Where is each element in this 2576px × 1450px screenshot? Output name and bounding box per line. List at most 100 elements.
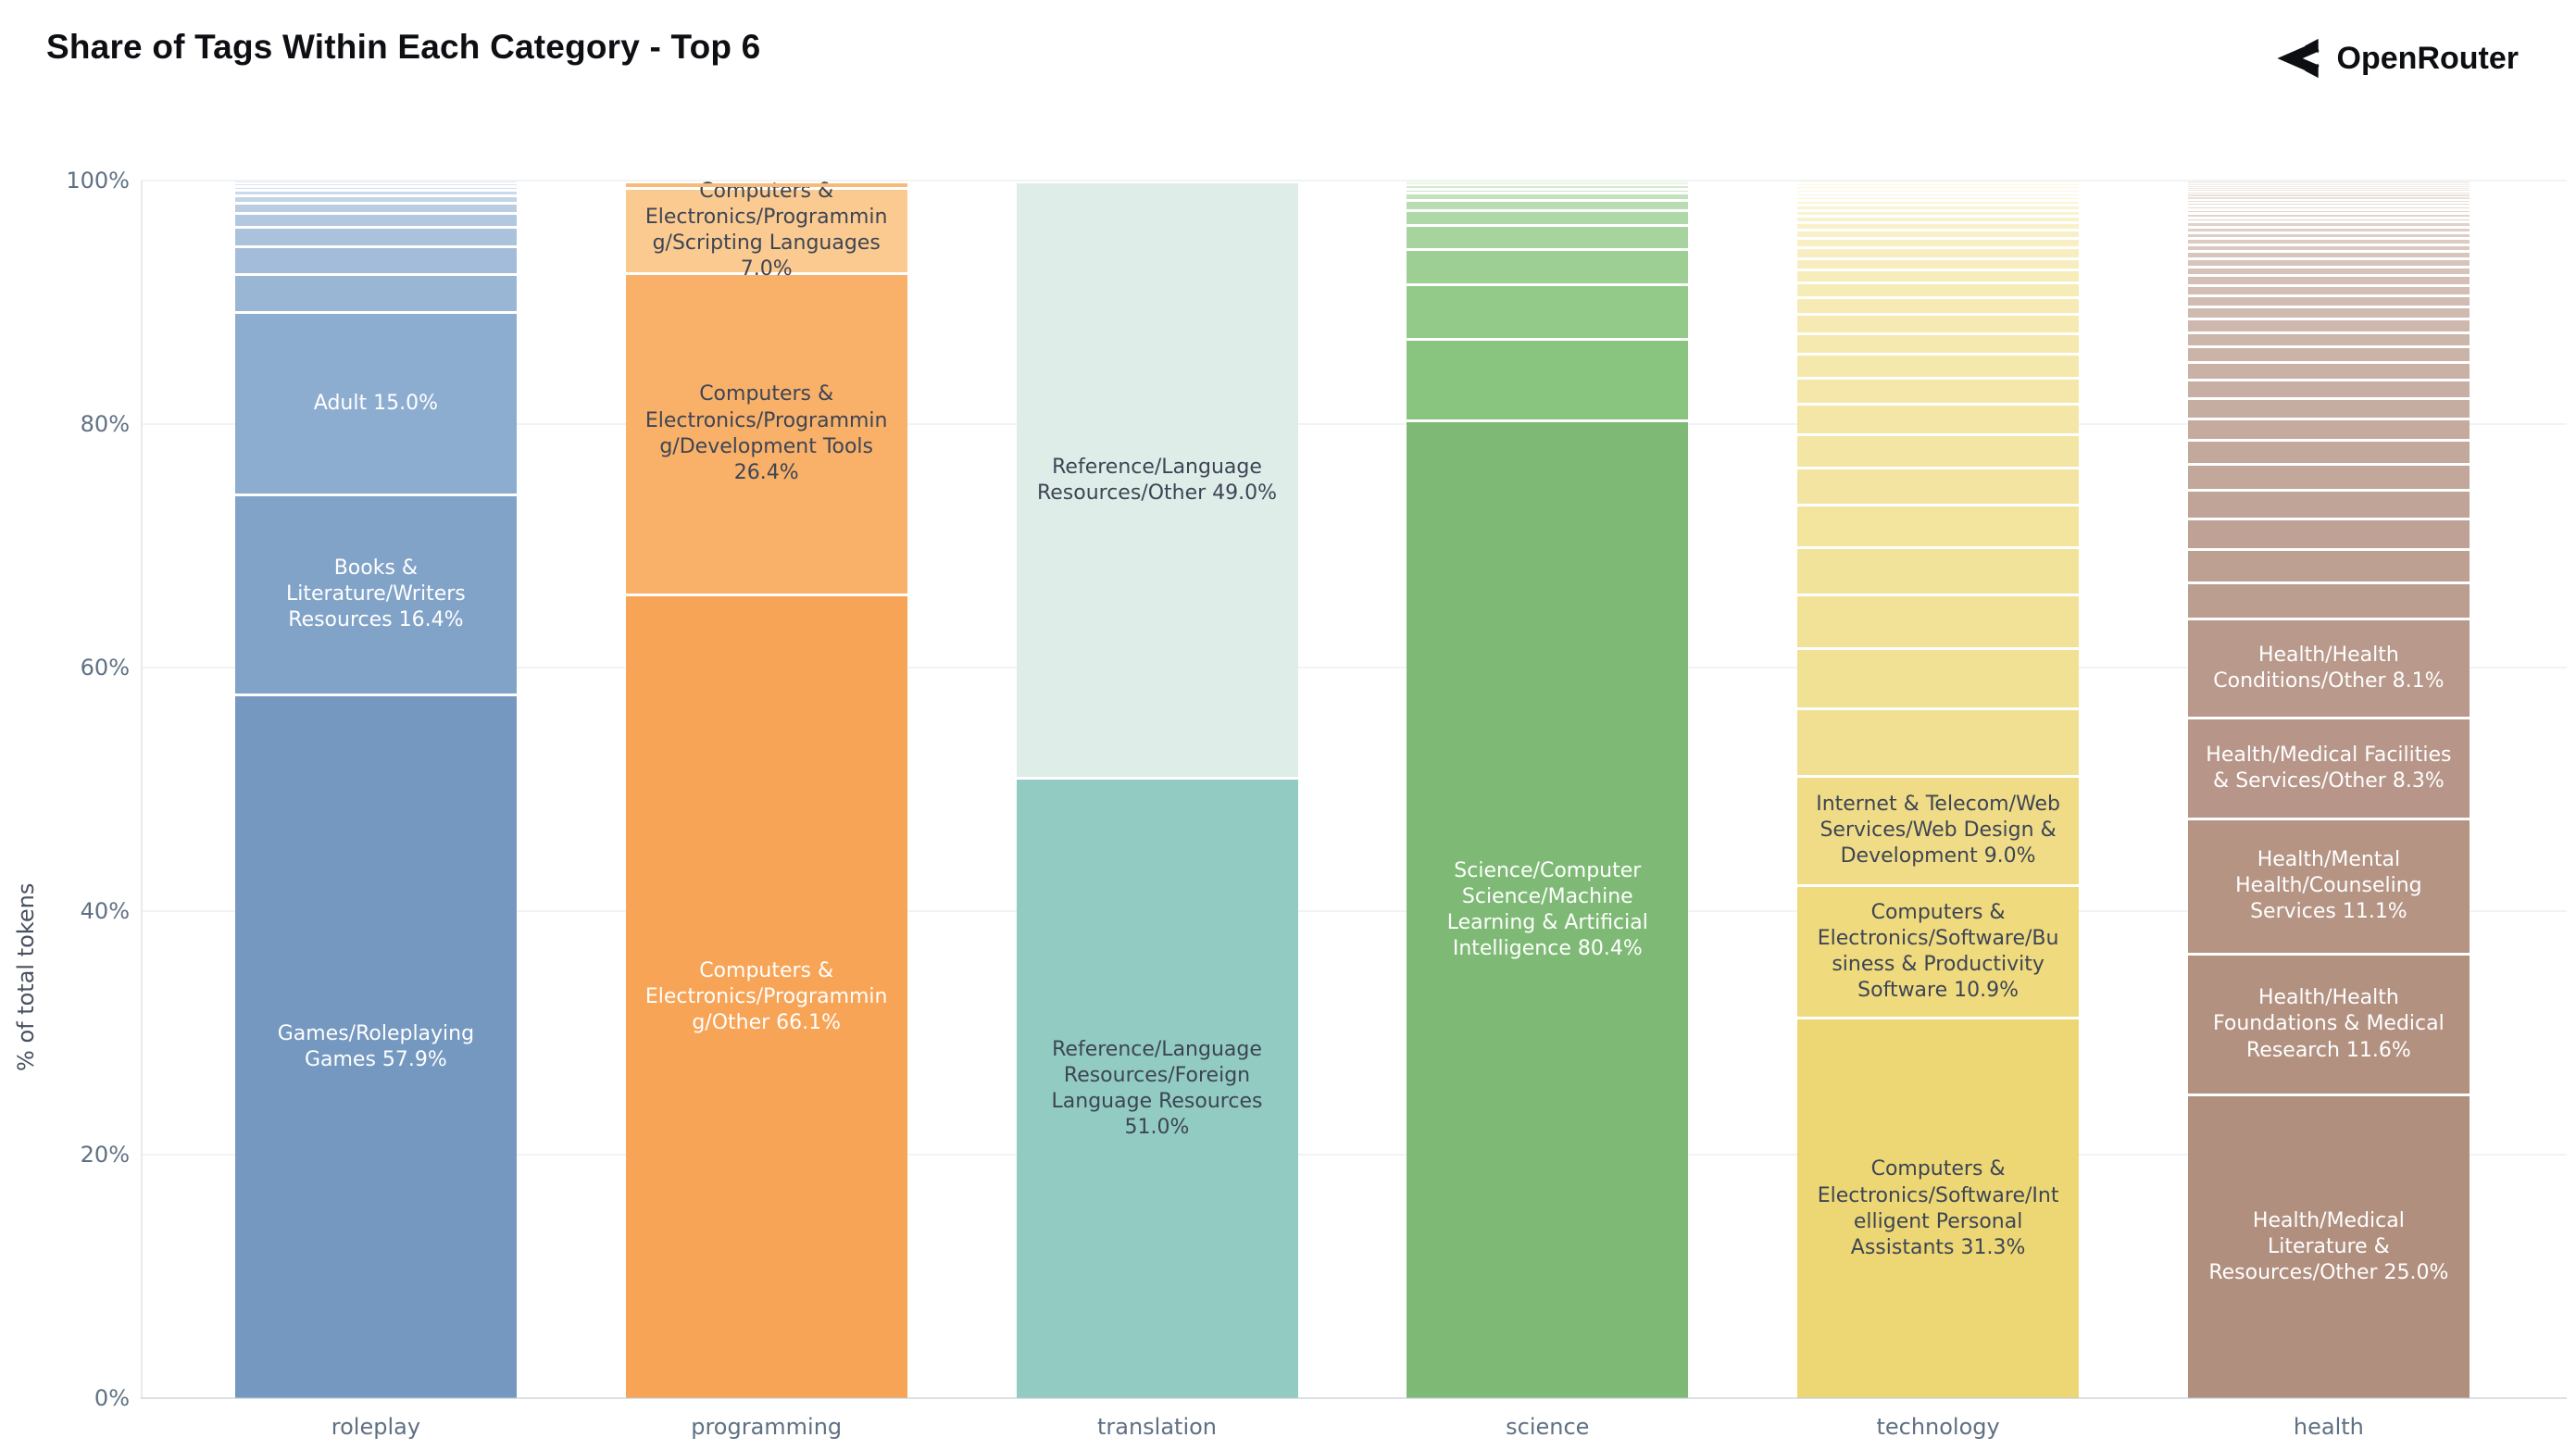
bar-segment-unlabeled xyxy=(1797,259,2080,269)
segment-label: Books & Literature/Writers Resources 16.… xyxy=(286,556,466,632)
grid-line-20 xyxy=(141,1154,2567,1156)
openrouter-logo-icon xyxy=(2274,37,2322,80)
segment-label: Health/Medical Facilities & Services/Oth… xyxy=(2206,743,2452,793)
bar-segment-unlabeled xyxy=(2187,381,2470,397)
bar-segment-unlabeled xyxy=(1797,356,2080,377)
bar-segment-unlabeled xyxy=(234,229,517,246)
bar-segment-unlabeled xyxy=(1407,227,1689,248)
bar-segment-unlabeled xyxy=(2187,200,2470,202)
segment-label: Games/Roleplaying Games 57.9% xyxy=(277,1021,475,1071)
bar-segment: Adult 15.0% xyxy=(234,313,517,494)
bar-segment: Internet & Telecom/Web Services/Web Desi… xyxy=(1797,777,2080,885)
bar-segment-unlabeled xyxy=(1797,181,2080,183)
x-axis-line xyxy=(141,1397,2567,1399)
bar-segment-unlabeled xyxy=(625,183,907,187)
bar-segment: Computers & Electronics/Programming/Deve… xyxy=(625,274,907,594)
bar-segment-unlabeled xyxy=(234,192,517,194)
bar-segment: Computers & Electronics/Programming/Scri… xyxy=(625,179,907,281)
bar-segment-unlabeled xyxy=(1797,469,2080,505)
bar-translation: Reference/Language Resources/Foreign Lan… xyxy=(1016,181,1298,1398)
bar-segment-unlabeled xyxy=(234,275,517,311)
bar-segment-unlabeled xyxy=(1797,299,2080,314)
bar-segment-unlabeled xyxy=(2187,296,2470,306)
grid-line-80 xyxy=(141,423,2567,425)
bar-segment-unlabeled xyxy=(1797,190,2080,192)
bar-segment-unlabeled xyxy=(1797,650,2080,707)
y-tick-label-100: 100% xyxy=(66,168,130,194)
y-tick-label-40: 40% xyxy=(80,898,130,924)
y-tick-label-0: 0% xyxy=(94,1385,130,1411)
bar-segment-unlabeled xyxy=(2187,194,2470,196)
y-tick-label-80: 80% xyxy=(80,411,130,437)
bar-segment-unlabeled xyxy=(2187,233,2470,237)
bar-segment-unlabeled xyxy=(2187,307,2470,319)
bar-segment-unlabeled xyxy=(1797,506,2080,547)
segment-label: Reference/Language Resources/Foreign Lan… xyxy=(1051,1037,1263,1140)
bar-segment-unlabeled xyxy=(2187,333,2470,346)
bar-segment-unlabeled xyxy=(2187,419,2470,440)
page-title: Share of Tags Within Each Category - Top… xyxy=(46,28,761,66)
bar-segment-unlabeled xyxy=(2187,187,2470,190)
bar-segment-unlabeled xyxy=(2187,223,2470,226)
bar-segment-unlabeled xyxy=(2187,259,2470,266)
x-category-label-technology: technology xyxy=(1876,1414,2000,1440)
bar-segment-unlabeled xyxy=(2187,215,2470,217)
x-category-label-science: science xyxy=(1506,1414,1590,1440)
bar-segment-unlabeled xyxy=(234,181,517,183)
bar-segment-unlabeled xyxy=(1407,181,1689,183)
bar-segment-unlabeled xyxy=(1797,316,2080,332)
segment-label: Health/Health Conditions/Other 8.1% xyxy=(2213,643,2445,693)
bar-segment-unlabeled xyxy=(234,196,517,202)
bar-segment-unlabeled xyxy=(1797,379,2080,404)
bar-segment: Health/Medical Literature & Resources/Ot… xyxy=(2187,1096,2470,1398)
bar-segment-unlabeled xyxy=(2187,348,2470,362)
bar-segment-unlabeled xyxy=(1797,218,2080,222)
segment-label: Computers & Electronics/Software/Intelli… xyxy=(1817,1157,2059,1259)
bar-segment-unlabeled xyxy=(2187,228,2470,231)
segment-label: Reference/Language Resources/Other 49.0% xyxy=(1036,455,1278,505)
bar-segment-unlabeled xyxy=(234,204,517,212)
brand-name: OpenRouter xyxy=(2336,40,2519,76)
bar-segment-unlabeled xyxy=(2187,239,2470,244)
bar-segment-unlabeled xyxy=(1797,334,2080,354)
bar-segment-unlabeled xyxy=(1407,186,1689,188)
bar-segment-unlabeled xyxy=(1797,197,2080,200)
bar-segment-unlabeled xyxy=(234,214,517,227)
bar-segment-unlabeled xyxy=(1797,240,2080,247)
segment-label: Computers & Electronics/Programming/Deve… xyxy=(644,382,888,484)
bar-segment-unlabeled xyxy=(2187,204,2470,206)
bar-segment-unlabeled xyxy=(2187,185,2470,187)
bar-roleplay: Games/Roleplaying Games 57.9% Books & Lit… xyxy=(234,181,517,1398)
segment-label: Computers & Electronics/Programming/Scri… xyxy=(644,179,888,281)
bar-segment-unlabeled xyxy=(2187,320,2470,331)
bar-segment-unlabeled xyxy=(2187,492,2470,518)
segment-label: Health/Mental Health/Counseling Services… xyxy=(2235,848,2422,924)
segment-label: Internet & Telecom/Web Services/Web Desi… xyxy=(1816,793,2060,869)
segment-label: Adult 15.0% xyxy=(313,391,438,415)
bar-segment: Games/Roleplaying Games 57.9% xyxy=(234,695,517,1398)
bar-segment-unlabeled xyxy=(2187,190,2470,192)
bar-segment-unlabeled xyxy=(2187,252,2470,257)
bar-segment-unlabeled xyxy=(1797,284,2080,297)
x-category-label-translation: translation xyxy=(1096,1414,1218,1440)
segment-label: Computers & Electronics/Programming/Othe… xyxy=(644,958,888,1034)
segment-label: Health/Health Foundations & Medical Rese… xyxy=(2213,986,2445,1062)
bar-segment-unlabeled xyxy=(1407,201,1689,209)
bar-segment-unlabeled xyxy=(1797,231,2080,238)
bar-segment-unlabeled xyxy=(2187,583,2470,619)
bar-segment: Health/Medical Facilities & Services/Oth… xyxy=(2187,719,2470,818)
bar-science: Science/Computer Science/Machine Learnin… xyxy=(1407,180,1689,1398)
bar-segment-unlabeled xyxy=(234,183,517,186)
bar-segment-unlabeled xyxy=(2187,466,2470,490)
x-category-label-health: health xyxy=(2293,1414,2364,1440)
bar-segment-unlabeled xyxy=(1797,184,2080,186)
bar-segment-unlabeled xyxy=(1407,250,1689,284)
bar-segment-unlabeled xyxy=(1797,194,2080,195)
bar-segment-unlabeled xyxy=(1797,202,2080,205)
segment-label: Science/Computer Science/Machine Learnin… xyxy=(1446,858,1648,961)
grid-line-40 xyxy=(141,910,2567,912)
bar-segment: Health/Health Conditions/Other 8.1% xyxy=(2187,620,2470,717)
bar-segment-unlabeled xyxy=(2187,268,2470,275)
grid-line-100 xyxy=(141,180,2567,181)
